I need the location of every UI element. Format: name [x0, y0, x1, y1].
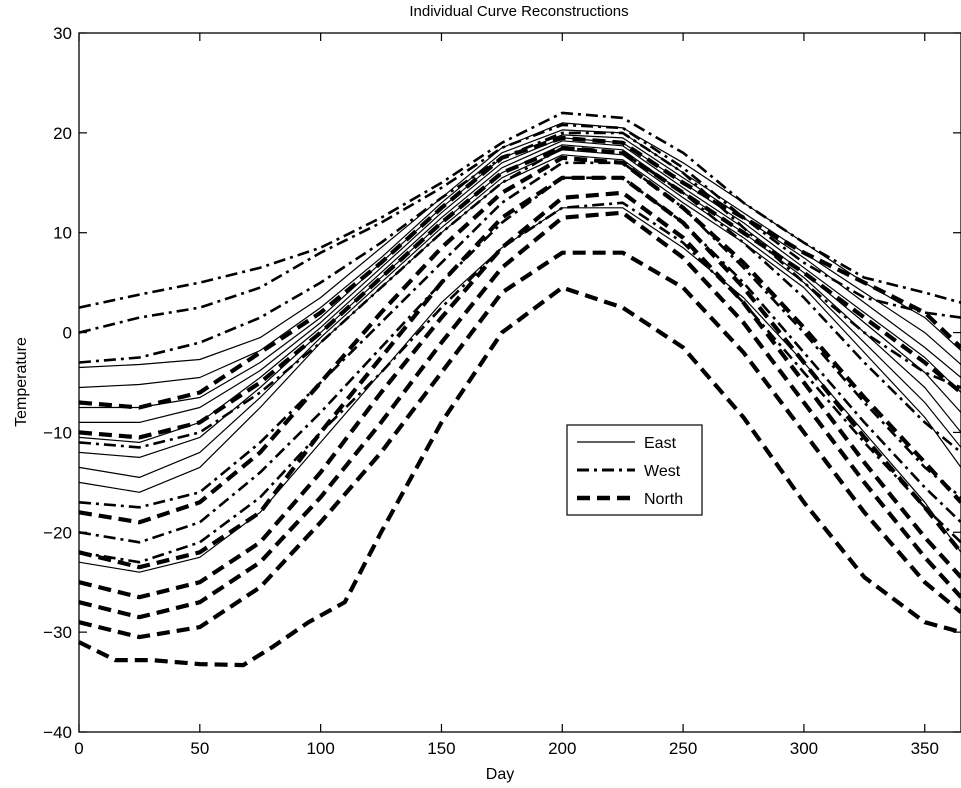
x-tick-label-200: 200: [548, 739, 576, 758]
y-tick-label--20: −20: [43, 523, 72, 542]
plot-frame: [78, 32, 961, 733]
y-tick-label-30: 30: [53, 24, 72, 43]
ticks-layer: 0 50 100 150 200 250 300 350 −40 −30 −20 −10 0 10 20 30: [43, 24, 961, 758]
x-tick-label-50: 50: [190, 739, 209, 758]
series-line-east-8: [78, 154, 961, 493]
y-tick-label-0: 0: [63, 324, 72, 343]
x-tick-label-0: 0: [74, 739, 83, 758]
legend: East West North: [566, 424, 703, 516]
y-tick-label--40: −40: [43, 723, 72, 742]
legend-label-east: East: [644, 435, 677, 452]
y-tick-label--30: −30: [43, 623, 72, 642]
x-tick-label-300: 300: [790, 739, 818, 758]
y-tick-label-10: 10: [53, 224, 72, 243]
series-line-east-1: [78, 122, 961, 369]
series-line-north-22: [78, 210, 961, 620]
series-line-west-15: [78, 176, 961, 544]
y-tick-label--10: −10: [43, 423, 72, 442]
series-line-north-21: [78, 190, 961, 600]
series-line-west-13: [78, 146, 961, 454]
series-line-east-2: [78, 129, 961, 389]
series-line-north-19: [78, 155, 961, 525]
series-line-east-4: [79, 137, 961, 423]
legend-label-north: North: [644, 491, 683, 508]
x-tick-label-350: 350: [911, 739, 939, 758]
y-tick-label-20: 20: [53, 124, 72, 143]
series-layer: [78, 111, 961, 668]
x-tick-label-250: 250: [669, 739, 697, 758]
legend-label-west: West: [644, 463, 681, 480]
series-line-west-11: [78, 123, 961, 334]
y-axis-title: Temperature: [13, 337, 30, 427]
series-line-west-10: [78, 111, 961, 309]
series-line-north-18: [78, 145, 961, 440]
x-tick-label-100: 100: [306, 739, 334, 758]
series-line-west-14: [78, 161, 961, 509]
series-line-north-24: [78, 285, 961, 668]
series-line-west-12: [78, 131, 961, 389]
x-tick-label-150: 150: [427, 739, 455, 758]
chart-title: Individual Curve Reconstructions: [409, 3, 628, 20]
series-line-west-16: [78, 201, 961, 564]
series-line-north-20: [78, 175, 961, 570]
x-axis-title: Day: [486, 766, 514, 783]
